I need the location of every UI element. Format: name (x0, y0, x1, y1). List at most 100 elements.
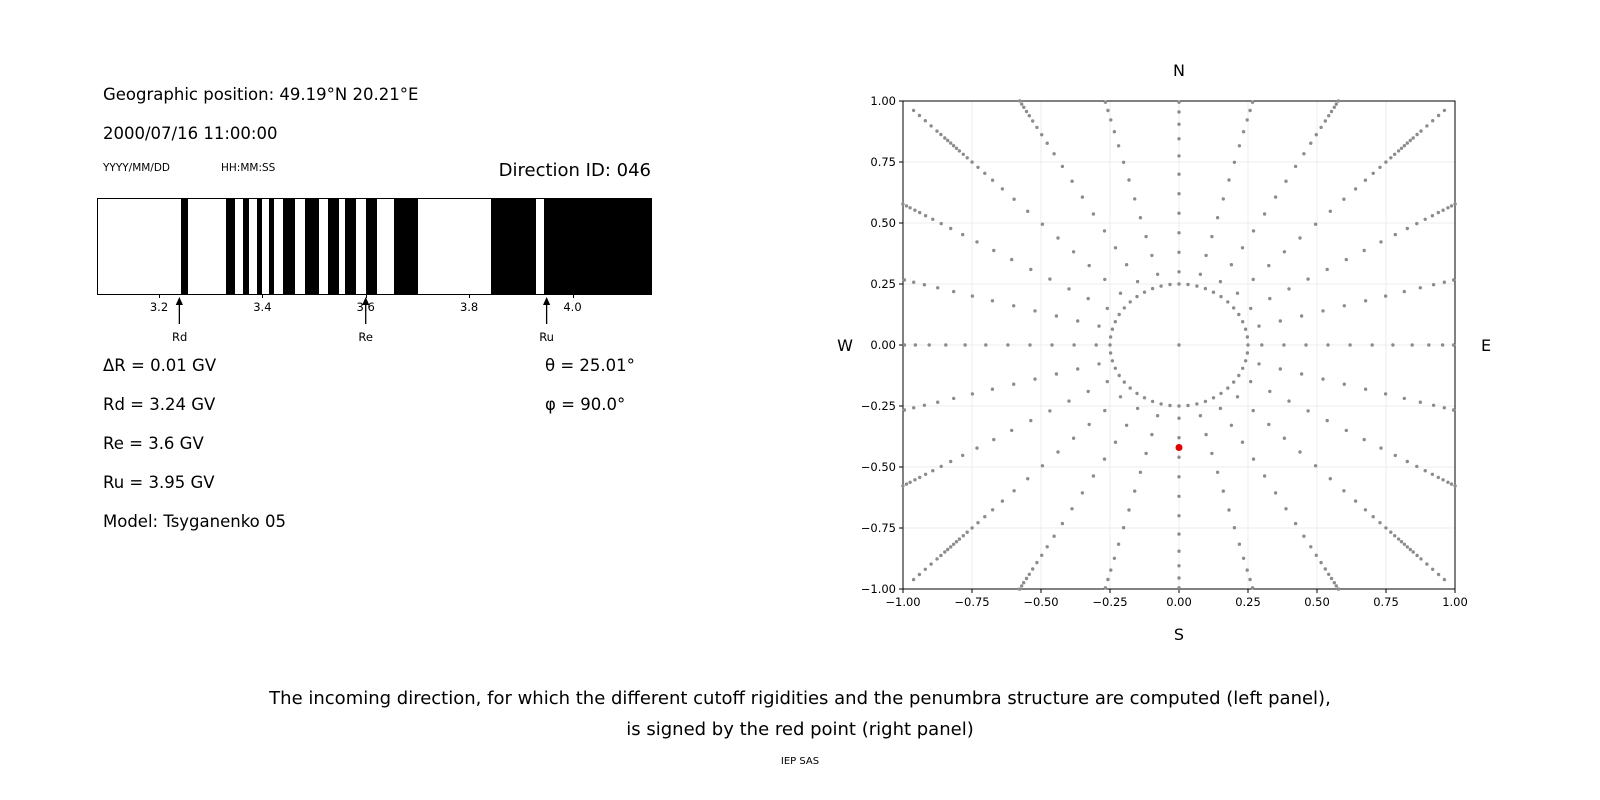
direction-dot (901, 484, 905, 488)
direction-dot (1150, 432, 1154, 437)
direction-dot (1080, 491, 1085, 495)
direction-dot (1000, 499, 1005, 503)
direction-dot (913, 208, 917, 212)
direction-dot (1309, 141, 1313, 145)
direction-dot (954, 540, 959, 544)
direction-dot (1306, 409, 1310, 413)
cutoff-marker-label: Ru (539, 330, 554, 344)
direction-dot (1284, 179, 1288, 183)
direction-dot (913, 343, 918, 347)
param-phi: φ = 90.0° (545, 395, 626, 414)
direction-dot (936, 286, 940, 290)
direction-dot (1229, 263, 1234, 267)
direction-dot (1020, 584, 1024, 588)
direction-dot (961, 232, 965, 237)
direction-dot (1177, 564, 1181, 568)
x-tick-label: 0.00 (1166, 595, 1192, 609)
direction-dot (1124, 423, 1129, 427)
direction-dot (1010, 257, 1014, 262)
direction-dot (961, 152, 965, 156)
direction-dot (1017, 587, 1022, 591)
direction-dot (1249, 379, 1253, 384)
direction-dot (1293, 164, 1298, 169)
direction-dot (1012, 489, 1016, 493)
direction-dot (1128, 386, 1132, 390)
cutoff-marker-re: Re (358, 297, 373, 344)
direction-dot (1056, 236, 1060, 240)
direction-dot (1250, 100, 1255, 104)
direction-dot (918, 475, 922, 480)
cardinal-west-label: W (837, 336, 853, 355)
direction-dot (1353, 187, 1358, 191)
direction-dot (1273, 491, 1278, 495)
param-rd: Rd = 3.24 GV (103, 395, 216, 414)
y-tick-label: −0.75 (861, 521, 896, 535)
direction-dot (1177, 122, 1181, 126)
datetime-label: 2000/07/16 11:00:00 (103, 124, 278, 143)
direction-dot (935, 129, 939, 133)
direction-dot (1389, 156, 1393, 160)
direction-dot (1177, 282, 1181, 286)
direction-dot (1195, 402, 1199, 406)
direction-dot (1144, 234, 1148, 239)
direction-dot (1048, 277, 1052, 281)
direction-dot (1010, 428, 1014, 433)
direction-dot (1334, 102, 1338, 106)
direction-dot (1389, 530, 1393, 534)
penumbra-tick (572, 295, 574, 298)
direction-dot (943, 550, 947, 554)
up-arrow-icon (362, 297, 370, 324)
direction-dot (1257, 324, 1261, 328)
direction-dot (1195, 284, 1199, 288)
direction-dot (1363, 299, 1368, 303)
y-tick-label: −0.50 (861, 460, 896, 474)
direction-dot (1262, 212, 1267, 216)
direction-dot (1109, 118, 1113, 122)
direction-dot (1045, 545, 1049, 549)
direction-dot (1070, 507, 1074, 511)
direction-dot (1177, 416, 1181, 420)
direction-dot (1091, 212, 1096, 216)
direction-dot (1177, 455, 1181, 459)
penumbra-forbidden-band (180, 199, 188, 294)
direction-dot (1031, 567, 1035, 571)
direction-dot (1408, 547, 1412, 552)
direction-dot (1227, 508, 1231, 512)
direction-dot (1298, 450, 1302, 454)
direction-dot (1241, 320, 1245, 324)
penumbra-axis: 3.2 3.4 3.6 3.8 4.0 Rd Re Ru (97, 295, 652, 350)
direction-dot (1012, 382, 1016, 386)
direction-dot (1321, 377, 1325, 381)
param-ru: Ru = 3.95 GV (103, 473, 215, 492)
direction-dot (1177, 532, 1181, 536)
direction-dot (1453, 484, 1457, 488)
direction-dot (1334, 584, 1338, 588)
direction-dot (1116, 144, 1121, 148)
direction-dot (1027, 572, 1031, 576)
direction-dot (1138, 470, 1143, 474)
direction-dot (1329, 576, 1334, 581)
penumbra-tick-label: 4.0 (563, 300, 582, 314)
geo-position-label: Geographic position: 49.19°N 20.21°E (103, 85, 419, 104)
direction-dot (1391, 343, 1395, 347)
direction-dot (1268, 389, 1272, 394)
cardinal-south-label: S (1173, 625, 1185, 644)
direction-dot (1110, 359, 1115, 363)
direction-dot (1102, 457, 1107, 461)
direction-dot (1040, 464, 1045, 468)
direction-dot (1449, 204, 1454, 208)
direction-dot (1150, 399, 1155, 404)
direction-dot (1245, 568, 1249, 572)
direction-dot (1423, 469, 1427, 473)
direction-dot (1332, 105, 1336, 109)
direction-dot (1273, 195, 1278, 199)
direction-dot (1097, 324, 1101, 328)
penumbra-box (97, 198, 652, 295)
direction-dot (1022, 581, 1026, 585)
cutoff-marker-ru: Ru (539, 297, 554, 344)
x-tick-label: −0.50 (1023, 595, 1058, 609)
direction-dot (1118, 395, 1123, 399)
direction-dot (1430, 472, 1435, 476)
date-format-hint: YYYY/MM/DD (103, 162, 171, 174)
direction-dot (990, 178, 995, 182)
